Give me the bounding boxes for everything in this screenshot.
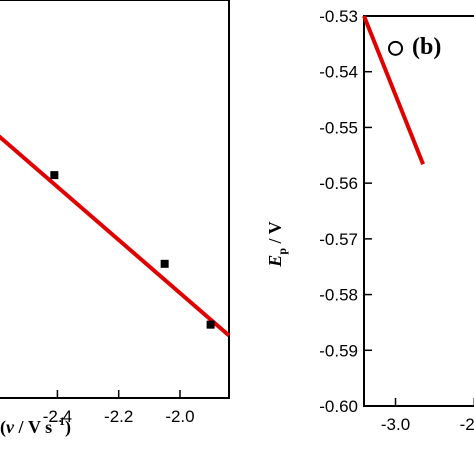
panel-a-x-axis-var: ν <box>6 417 15 437</box>
panel-b-y-tick-label: -0.56 <box>319 174 358 193</box>
panel-b-y-tick-label: -0.53 <box>319 7 358 26</box>
panel-a-points <box>50 171 215 329</box>
panel-a-x-axis-title: (ν / V s−1) <box>0 414 71 438</box>
panel-a: -2.4 -2.2 -2.0 (ν / V s−1) <box>0 0 231 438</box>
panel-a-fit-line <box>0 134 231 337</box>
panel-a-x-axis-prefix: ( <box>0 417 6 438</box>
panel-b: -0.53 -0.54 -0.55 -0.56 -0.57 -0.58 -0.59 -0.60… <box>265 7 474 434</box>
panel-b-y-tick-label: -0.59 <box>319 341 358 360</box>
panel-b-y-tick-label: -0.55 <box>319 118 358 137</box>
panel-b-x-tick-label: -2.8 <box>460 415 474 434</box>
panel-a-data-point <box>206 320 215 329</box>
panel-a-x-axis-unit: / V s <box>14 417 52 437</box>
panel-a-x-axis-suffix: ) <box>65 417 71 438</box>
panel-b-y-tick-label: -0.60 <box>319 397 358 416</box>
panel-b-label: (b) <box>412 34 441 60</box>
panel-a-x-tick-label: -2.2 <box>104 407 133 426</box>
panel-b-plot-frame <box>363 15 474 407</box>
panel-b-y-axis-title: Ep / V <box>265 221 289 267</box>
panel-b-y-axis-var: E <box>265 255 285 268</box>
panel-a-x-ticks: -2.4 -2.2 -2.0 <box>43 390 195 426</box>
panel-b-y-tick-label: -0.57 <box>319 230 358 249</box>
panel-a-x-axis-sup: −1 <box>52 414 65 428</box>
panel-b-y-tick-label: -0.54 <box>319 63 358 82</box>
panel-b-y-ticks: -0.53 -0.54 -0.55 -0.56 -0.57 -0.58 -0.59 -0.60 <box>319 7 372 416</box>
panel-b-points <box>388 40 404 56</box>
panel-a-plot-frame <box>0 0 230 399</box>
panel-b-y-axis-sub: p <box>275 248 289 255</box>
panel-b-y-axis-unit: / V <box>265 221 285 248</box>
panel-a-x-tick-label: -2.4 <box>43 407 72 426</box>
panel-a-data-point <box>160 259 169 268</box>
panel-a-data-point <box>50 171 59 180</box>
panel-b-fit-line <box>362 15 425 165</box>
panel-a-x-tick-label: -2.0 <box>165 407 194 426</box>
panel-b-data-point <box>388 40 404 56</box>
panel-b-y-tick-label: -0.58 <box>319 286 358 305</box>
panel-b-x-tick-label: -3.0 <box>381 415 410 434</box>
panel-b-x-ticks: -3.0 -2.8 <box>381 398 474 434</box>
